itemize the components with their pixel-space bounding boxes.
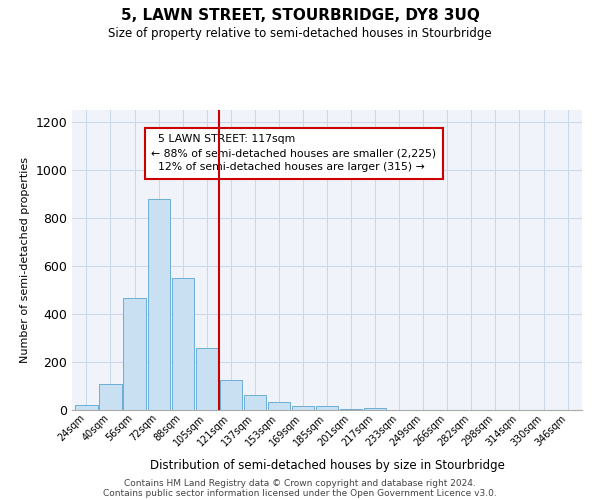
X-axis label: Distribution of semi-detached houses by size in Stourbridge: Distribution of semi-detached houses by …	[149, 459, 505, 472]
Text: 5, LAWN STREET, STOURBRIDGE, DY8 3UQ: 5, LAWN STREET, STOURBRIDGE, DY8 3UQ	[121, 8, 479, 22]
Bar	[172, 278, 194, 410]
Text: Contains HM Land Registry data © Crown copyright and database right 2024.: Contains HM Land Registry data © Crown c…	[124, 478, 476, 488]
Bar	[316, 406, 338, 410]
Y-axis label: Number of semi-detached properties: Number of semi-detached properties	[20, 157, 30, 363]
Bar	[364, 408, 386, 410]
Bar	[244, 395, 266, 410]
Bar	[292, 406, 314, 410]
Bar	[124, 298, 146, 410]
Bar	[196, 348, 218, 410]
Text: Contains public sector information licensed under the Open Government Licence v3: Contains public sector information licen…	[103, 488, 497, 498]
Bar	[340, 409, 362, 410]
Bar	[100, 384, 122, 410]
Bar	[220, 380, 242, 410]
Bar	[148, 199, 170, 410]
Text: Size of property relative to semi-detached houses in Stourbridge: Size of property relative to semi-detach…	[108, 28, 492, 40]
Bar	[76, 405, 98, 410]
Bar	[268, 402, 290, 410]
Text: 5 LAWN STREET: 117sqm
← 88% of semi-detached houses are smaller (2,225)
  12% of: 5 LAWN STREET: 117sqm ← 88% of semi-deta…	[151, 134, 436, 172]
